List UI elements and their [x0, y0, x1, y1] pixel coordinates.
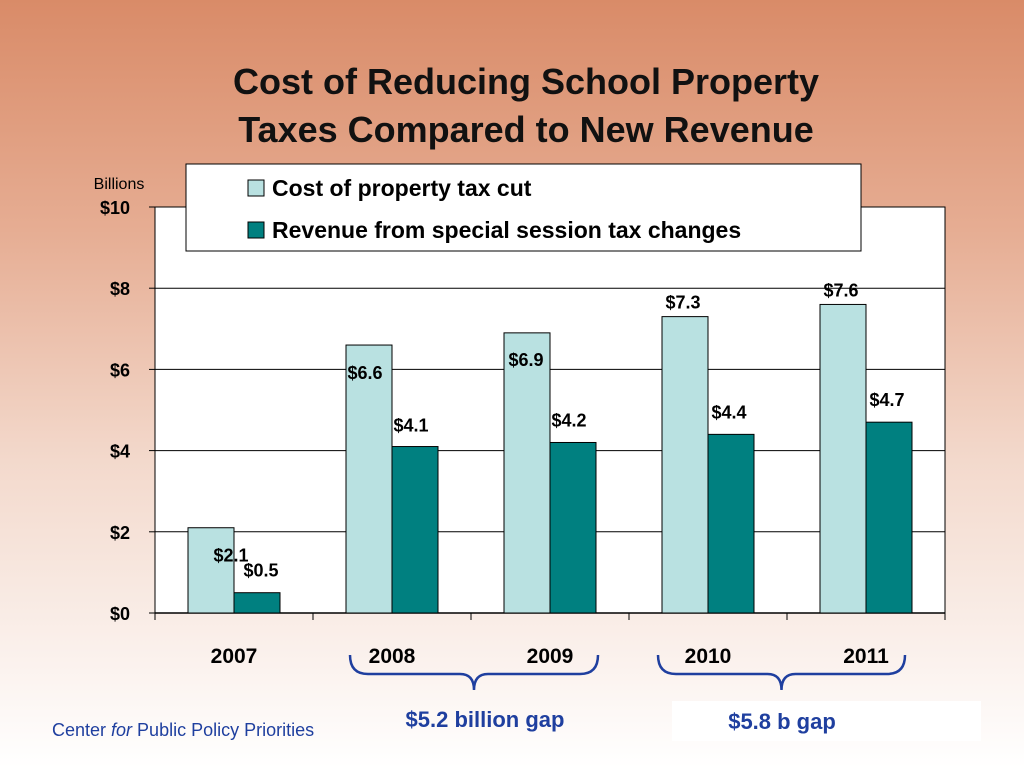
data-label: $2.1 — [213, 546, 248, 566]
bar — [391, 446, 439, 614]
gap-label-2008-2009: $5.2 billion gap — [405, 707, 565, 732]
data-label: $4.7 — [869, 390, 904, 410]
y-axis-unit-label: Billions — [94, 176, 145, 193]
data-label: $7.3 — [665, 293, 700, 313]
gap-label-box — [672, 701, 981, 741]
data-label: $0.5 — [243, 561, 278, 581]
x-category-label: 2011 — [843, 645, 889, 668]
gap-brace-2010-2011 — [656, 654, 907, 691]
legend-label: Revenue from special session tax changes — [272, 217, 741, 243]
data-label: $4.2 — [551, 410, 586, 430]
x-category-label: 2008 — [369, 645, 416, 668]
legend-swatch — [247, 179, 265, 197]
data-label: $7.6 — [823, 280, 858, 300]
legend-box — [185, 163, 862, 252]
chart-title-line2: Taxes Compared to New Revenue — [238, 109, 814, 150]
data-label: $4.1 — [393, 416, 428, 436]
bar — [819, 303, 867, 614]
footer-post: Public Policy Priorities — [132, 720, 315, 740]
bar — [707, 433, 755, 614]
x-category-label: 2010 — [685, 645, 732, 668]
y-tick-label: $0 — [110, 604, 130, 624]
bar — [345, 344, 393, 614]
chart-title-line1: Cost of Reducing School Property — [232, 61, 820, 102]
data-label: $6.9 — [508, 350, 543, 370]
legend-label: Cost of property tax cut — [272, 175, 532, 201]
bar — [661, 316, 709, 614]
x-category-label: 2009 — [527, 645, 574, 668]
bar — [865, 421, 913, 614]
y-tick-label: $8 — [110, 279, 130, 299]
y-tick-label: $2 — [110, 523, 130, 543]
bar — [187, 527, 235, 614]
footer-pre: Center — [52, 720, 112, 740]
footer-organization: Center for Public Policy Priorities — [52, 720, 314, 741]
legend: Cost of property tax cut Revenue from spe… — [185, 163, 862, 252]
data-label: $6.6 — [347, 363, 382, 383]
bar — [233, 592, 281, 614]
bar — [503, 332, 551, 614]
gap-label-2010-2011: $5.8 b gap — [728, 709, 836, 734]
bar — [549, 441, 597, 614]
y-tick-label: $10 — [100, 198, 130, 218]
gap-brace-2008-2009 — [348, 654, 600, 691]
x-category-label: 2007 — [211, 645, 258, 668]
chart-title: Cost of Reducing School Property Taxes C… — [0, 58, 1024, 154]
footer-italic: for — [111, 720, 133, 740]
y-tick-label: $4 — [110, 442, 130, 462]
data-label: $4.4 — [711, 402, 746, 422]
y-tick-label: $6 — [110, 360, 130, 380]
legend-swatch — [247, 221, 265, 239]
